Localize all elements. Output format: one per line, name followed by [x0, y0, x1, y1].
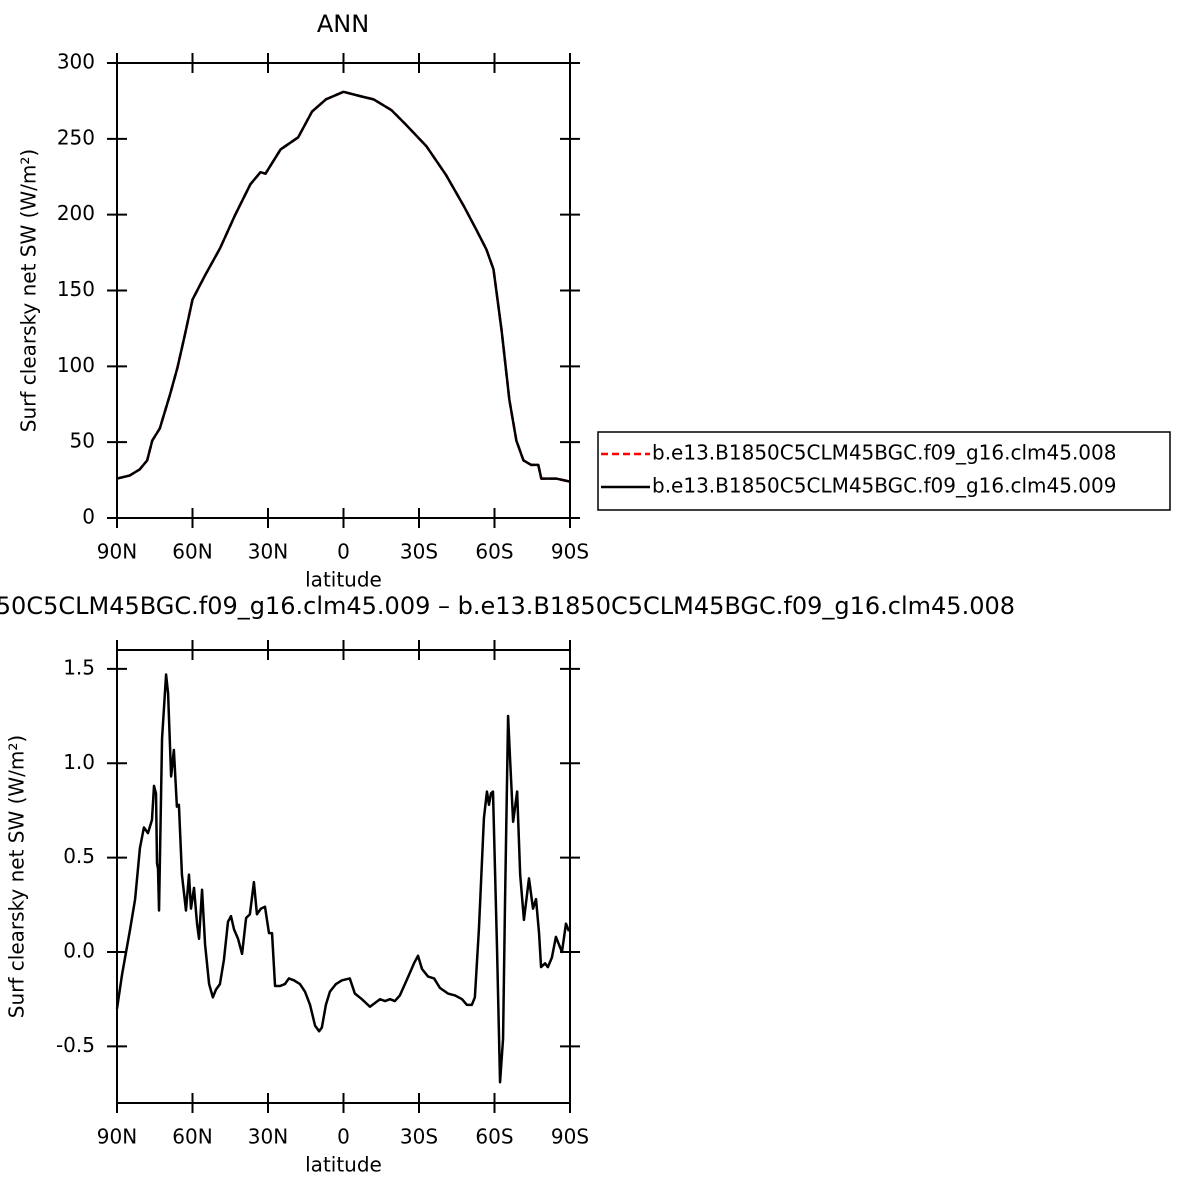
chart-title: ANN	[317, 10, 369, 38]
data-line	[116, 90, 571, 483]
x-tick-label: 90S	[551, 1125, 589, 1149]
x-tick-label: 0	[337, 1125, 350, 1149]
data-line	[115, 673, 571, 1084]
y-tick-label: 200	[57, 201, 95, 225]
x-axis-label: latitude	[305, 1153, 382, 1177]
y-tick-label: 0	[82, 505, 95, 529]
x-tick-label: 90N	[97, 540, 137, 564]
x-tick-label: 30S	[400, 540, 438, 564]
plot-frame	[116, 62, 571, 519]
legend-box	[597, 431, 1171, 511]
y-tick-label: 1.0	[63, 750, 95, 774]
x-axis-label: latitude	[305, 568, 382, 592]
x-tick-label: 60S	[475, 1125, 513, 1149]
y-tick-label: 250	[57, 125, 95, 149]
x-tick-label: 60N	[172, 1125, 212, 1149]
y-axis-label: Surf clearsky net SW (W/m²)	[5, 735, 29, 1018]
y-tick-label: 150	[57, 277, 95, 301]
y-tick-label: -0.5	[56, 1033, 95, 1057]
x-tick-label: 0	[337, 540, 350, 564]
x-tick-label: 90N	[97, 1125, 137, 1149]
y-tick-label: 100	[57, 353, 95, 377]
data-line	[116, 90, 571, 483]
y-tick-label: 1.5	[63, 655, 95, 679]
chart-title: b.e13.B1850C5CLM45BGC.f09_g16.clm45.009 …	[0, 592, 1015, 620]
y-axis-label: Surf clearsky net SW (W/m²)	[17, 149, 41, 432]
x-tick-label: 60N	[172, 540, 212, 564]
legend-label: b.e13.B1850C5CLM45BGC.f09_g16.clm45.008	[652, 441, 1116, 465]
x-tick-label: 90S	[551, 540, 589, 564]
y-tick-label: 50	[70, 429, 95, 453]
y-tick-label: 0.0	[63, 939, 95, 963]
x-tick-label: 30N	[248, 540, 288, 564]
y-tick-label: 0.5	[63, 844, 95, 868]
y-tick-label: 300	[57, 50, 95, 74]
x-tick-label: 30S	[400, 1125, 438, 1149]
x-tick-label: 60S	[475, 540, 513, 564]
x-tick-label: 30N	[248, 1125, 288, 1149]
plot-frame	[116, 649, 571, 1104]
legend-label: b.e13.B1850C5CLM45BGC.f09_g16.clm45.009	[652, 474, 1116, 498]
